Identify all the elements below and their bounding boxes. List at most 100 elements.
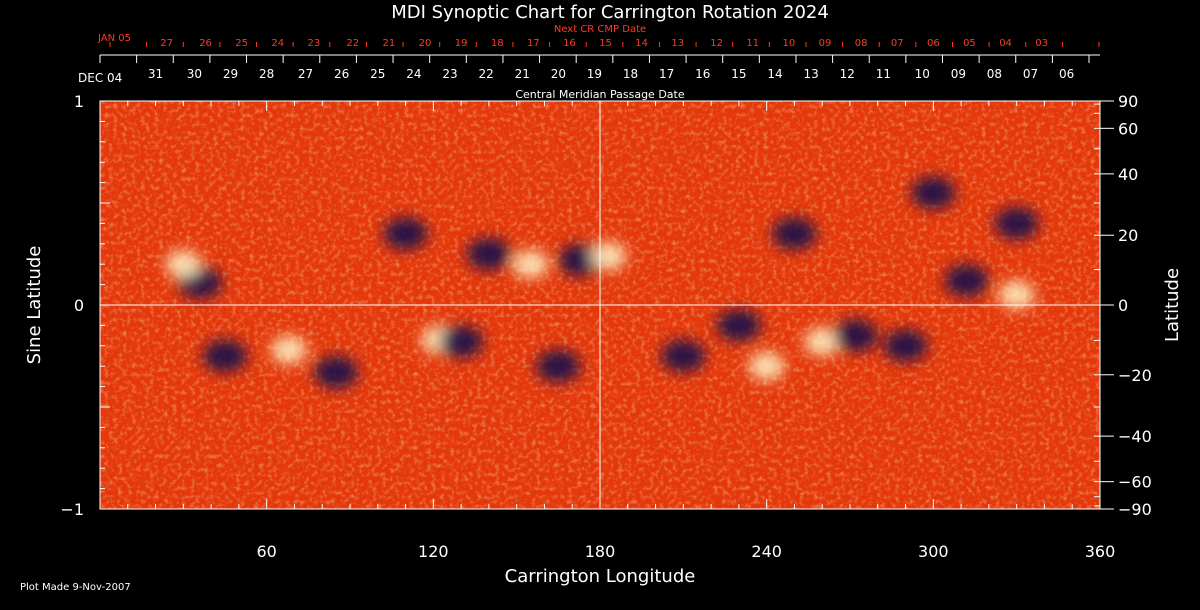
field-region-positive bbox=[512, 250, 549, 279]
cmp-date-label: 09 bbox=[951, 67, 966, 81]
field-region-positive bbox=[804, 327, 841, 356]
field-region-positive bbox=[165, 250, 202, 279]
field-region-negative bbox=[772, 217, 817, 250]
next-date-label: 11 bbox=[746, 38, 759, 49]
x-tick-label: 360 bbox=[1085, 542, 1116, 561]
next-date-label: 23 bbox=[308, 38, 321, 49]
field-region-negative bbox=[994, 207, 1039, 240]
field-region-negative bbox=[833, 319, 878, 352]
cmp-date-label: 22 bbox=[478, 67, 493, 81]
cmp-start-label: DEC 04 bbox=[78, 71, 122, 85]
y-tick-label-left: 1 bbox=[74, 92, 84, 111]
y-tick-label-left: −1 bbox=[60, 500, 84, 519]
cmp-axis-label: Central Meridian Passage Date bbox=[515, 88, 684, 101]
cmp-date-label: 08 bbox=[987, 67, 1002, 81]
next-date-label: 04 bbox=[999, 38, 1012, 49]
cmp-date-label: 26 bbox=[334, 67, 349, 81]
next-date-label: 19 bbox=[455, 38, 468, 49]
next-date-label: 16 bbox=[563, 38, 576, 49]
next-date-label: 20 bbox=[419, 38, 432, 49]
field-region-negative bbox=[536, 350, 581, 383]
next-date-label: 03 bbox=[1035, 38, 1048, 49]
y-axis-right: 90 60 40 20 0 −20 −40 −60 −90 bbox=[1094, 92, 1152, 519]
next-date-axis: 27 26 25 24 23 22 21 20 19 18 17 16 15 14 13 12 11 10 09 08… bbox=[109, 38, 1100, 49]
cmp-date-label: 30 bbox=[187, 67, 202, 81]
y-axis-left: 1 0 −1 bbox=[60, 92, 110, 519]
cmp-date-label: 28 bbox=[259, 67, 274, 81]
x-tick-label: 120 bbox=[418, 542, 449, 561]
cmp-date-label: 21 bbox=[515, 67, 530, 81]
field-region-negative bbox=[716, 309, 761, 342]
y-tick-label-right: −20 bbox=[1118, 366, 1152, 385]
next-date-label: 05 bbox=[963, 38, 976, 49]
field-region-negative bbox=[439, 325, 484, 358]
x-tick-label: 180 bbox=[585, 542, 616, 561]
cmp-date-label: 23 bbox=[442, 67, 457, 81]
y-tick-label-right: −60 bbox=[1118, 473, 1152, 492]
cmp-date-label: 19 bbox=[587, 67, 602, 81]
field-region-negative bbox=[883, 329, 928, 362]
next-date-label: 06 bbox=[927, 38, 940, 49]
next-date-label: 09 bbox=[819, 38, 832, 49]
x-tick-label: 300 bbox=[918, 542, 949, 561]
cmp-date-label: 24 bbox=[406, 67, 421, 81]
field-region-negative bbox=[383, 217, 428, 250]
field-region-positive bbox=[998, 280, 1035, 309]
y-axis-left-title: Sine Latitude bbox=[24, 246, 45, 365]
cmp-date-label: 25 bbox=[370, 67, 385, 81]
next-date-label: 22 bbox=[346, 38, 359, 49]
next-date-label: 24 bbox=[271, 38, 284, 49]
y-tick-label-left: 0 bbox=[74, 296, 84, 315]
cmp-date-label: 07 bbox=[1023, 67, 1038, 81]
y-tick-label-right: 20 bbox=[1118, 226, 1138, 245]
field-region-positive bbox=[590, 242, 627, 271]
field-region-positive bbox=[748, 352, 785, 381]
next-date-label: 13 bbox=[671, 38, 684, 49]
next-date-label: 07 bbox=[891, 38, 904, 49]
cmp-date-label: 29 bbox=[223, 67, 238, 81]
x-axis-title: Carrington Longitude bbox=[505, 566, 696, 587]
next-cmp-label: Next CR CMP Date bbox=[554, 24, 646, 35]
field-region-negative bbox=[661, 340, 706, 372]
x-tick-label: 60 bbox=[256, 542, 276, 561]
x-axis: 60 120 180 240 300 360 bbox=[99, 101, 1116, 561]
x-tick-label: 240 bbox=[751, 542, 782, 561]
cmp-date-label: 15 bbox=[731, 67, 746, 81]
y-tick-label-right: 40 bbox=[1118, 165, 1138, 184]
y-tick-label-right: −40 bbox=[1118, 427, 1152, 446]
field-region-negative bbox=[203, 340, 247, 372]
next-date-label: 26 bbox=[199, 38, 212, 49]
next-date-label: 21 bbox=[383, 38, 396, 49]
next-date-label: 27 bbox=[160, 38, 173, 49]
next-start-label: JAN 05 bbox=[97, 33, 131, 44]
next-date-label: 10 bbox=[783, 38, 796, 49]
y-tick-label-right: −90 bbox=[1118, 500, 1152, 519]
y-tick-label-right: 0 bbox=[1118, 296, 1128, 315]
cmp-date-label: 17 bbox=[659, 67, 674, 81]
plot-made-note: Plot Made 9-Nov-2007 bbox=[20, 582, 131, 593]
next-date-label: 08 bbox=[855, 38, 868, 49]
field-region-negative bbox=[314, 356, 359, 389]
cmp-date-label: 20 bbox=[551, 67, 566, 81]
y-tick-label-right: 60 bbox=[1118, 119, 1138, 138]
cmp-date-label: 14 bbox=[767, 67, 782, 81]
field-region-positive bbox=[270, 335, 307, 364]
next-date-label: 17 bbox=[527, 38, 540, 49]
cmp-date-label: 10 bbox=[915, 67, 930, 81]
cmp-date-label: 16 bbox=[695, 67, 710, 81]
cmp-date-label: 06 bbox=[1059, 67, 1074, 81]
y-tick-label-right: 90 bbox=[1118, 92, 1138, 111]
cmp-date-label: 31 bbox=[148, 67, 163, 81]
next-date-label: 25 bbox=[235, 38, 248, 49]
next-date-label: 18 bbox=[491, 38, 504, 49]
cmp-date-axis: 31 30 29 28 27 26 25 24 23 22 21 20 19 18 17 16 15 14 13 12… bbox=[99, 54, 1100, 81]
chart-title: MDI Synoptic Chart for Carrington Rotati… bbox=[391, 2, 829, 23]
cmp-date-label: 13 bbox=[803, 67, 818, 81]
field-region-negative bbox=[466, 238, 511, 270]
cmp-date-label: 11 bbox=[876, 67, 891, 81]
cmp-date-label: 18 bbox=[623, 67, 638, 81]
next-date-label: 14 bbox=[635, 38, 648, 49]
next-date-label: 12 bbox=[710, 38, 723, 49]
next-date-label: 15 bbox=[599, 38, 612, 49]
